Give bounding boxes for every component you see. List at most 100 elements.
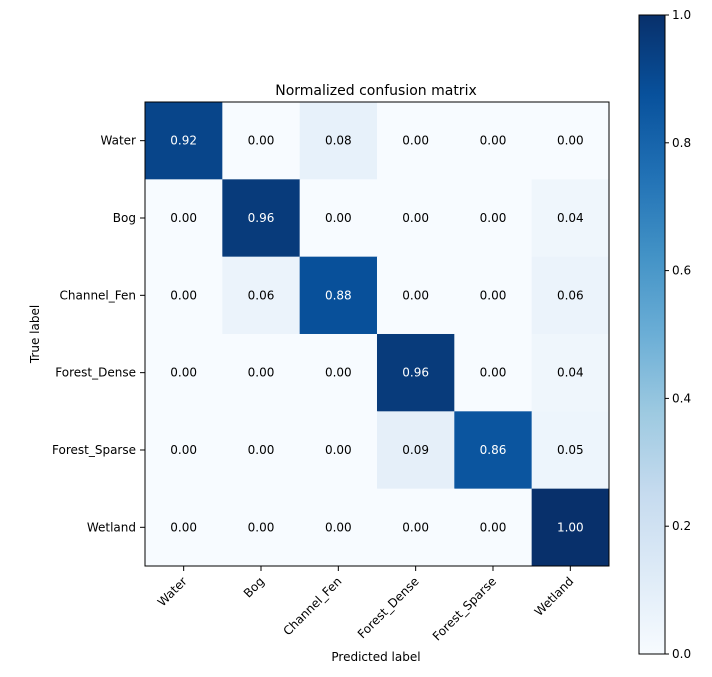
colorbar-ticks: 0.0 0.2 0.4 0.6 0.8 1.0 [665, 8, 691, 661]
cell-value-label: 1.00 [557, 520, 584, 534]
heatmap-cell [222, 102, 301, 180]
cell-value-label: 0.05 [557, 443, 584, 457]
cell-value-label: 0.04 [557, 366, 584, 380]
heatmap-cell [299, 256, 378, 335]
x-tick-label: Water [155, 574, 190, 609]
cell-value-label: 0.00 [480, 288, 507, 302]
heatmap-cell [531, 102, 610, 180]
colorbar: 0.0 0.2 0.4 0.6 0.8 1.0 [638, 8, 691, 661]
heatmap-cell [145, 488, 223, 567]
heatmap-cell [376, 488, 455, 567]
cell-value-label: 0.00 [402, 288, 429, 302]
heatmap-cell [222, 411, 301, 490]
cell-value-label: 0.86 [480, 443, 507, 457]
heatmap-cell [222, 179, 301, 258]
heatmap-cell [145, 411, 223, 490]
heatmap-cell [376, 256, 455, 335]
cell-value-label: 0.00 [170, 366, 197, 380]
cell-value-label: 0.96 [248, 211, 275, 225]
cell-value-label: 0.00 [325, 366, 352, 380]
heatmap-cell [299, 102, 378, 180]
x-tick-label: Bog [241, 574, 267, 600]
cell-value-label: 0.92 [170, 134, 197, 148]
colorbar-tick-label: 0.2 [672, 519, 691, 533]
heatmap-cell [145, 102, 223, 180]
cell-value-label: 0.00 [170, 211, 197, 225]
heatmap-cell [299, 333, 378, 412]
heatmap-cell [531, 333, 610, 412]
y-tick-label: Wetland [87, 520, 136, 534]
cell-value-label: 0.00 [170, 288, 197, 302]
heatmap-cell [454, 488, 533, 567]
cell-value-label: 0.00 [248, 134, 275, 148]
cell-value-label: 0.00 [248, 366, 275, 380]
colorbar-tick-label: 0.8 [672, 136, 691, 150]
cell-value-label: 0.00 [402, 134, 429, 148]
cell-value-label: 0.00 [325, 211, 352, 225]
heatmap-cell [376, 411, 455, 490]
colorbar-tick-label: 0.0 [672, 647, 691, 661]
y-tick-label: Forest_Sparse [52, 443, 136, 457]
y-axis-ticks: Water Bog Channel_Fen Forest_Dense Forest_Sp… [52, 134, 145, 534]
colorbar-tick-label: 0.6 [672, 264, 691, 278]
cell-value-label: 0.96 [402, 366, 429, 380]
heatmap-cell [454, 179, 533, 258]
heatmap-cells [145, 102, 610, 567]
heatmap-cell [299, 179, 378, 258]
cell-value-label: 0.06 [557, 288, 584, 302]
heatmap-cell [222, 488, 301, 567]
y-tick-label: Water [101, 134, 137, 148]
y-tick-label: Forest_Dense [55, 366, 136, 380]
cell-value-label: 0.00 [248, 443, 275, 457]
cell-value-label: 0.00 [170, 520, 197, 534]
heatmap-cell [454, 256, 533, 335]
cell-value-label: 0.00 [402, 520, 429, 534]
cell-value-label: 0.00 [325, 443, 352, 457]
heatmap-cell [145, 179, 223, 258]
heatmap-cell [531, 256, 610, 335]
colorbar-tick-label: 1.0 [672, 8, 691, 22]
heatmap-cell [145, 256, 223, 335]
heatmap-cell [376, 179, 455, 258]
heatmap-cell [299, 488, 378, 567]
heatmap-cell [222, 333, 301, 412]
heatmap-cell [299, 411, 378, 490]
x-axis-label: Predicted label [331, 650, 420, 664]
heatmap-cell [222, 256, 301, 335]
heatmap-cell [454, 411, 533, 490]
x-tick-label: Forest_Dense [355, 574, 422, 641]
x-tick-label: Forest_Sparse [430, 574, 499, 643]
cell-value-label: 0.00 [557, 134, 584, 148]
chart-title: Normalized confusion matrix [275, 83, 477, 99]
x-tick-label: Channel_Fen [280, 574, 344, 638]
cell-value-label: 0.00 [480, 211, 507, 225]
y-tick-label: Channel_Fen [60, 288, 137, 302]
heatmap-cell [376, 333, 455, 412]
colorbar-tick-label: 0.4 [672, 391, 691, 405]
heatmap-cell [145, 333, 223, 412]
heatmap-cell [454, 102, 533, 180]
cell-value-label: 0.08 [325, 134, 352, 148]
cell-value-label: 0.00 [402, 211, 429, 225]
cell-value-label: 0.00 [480, 366, 507, 380]
cell-value-label: 0.04 [557, 211, 584, 225]
cell-value-label: 0.00 [480, 134, 507, 148]
cell-value-label: 0.09 [402, 443, 429, 457]
heatmap-cell [454, 333, 533, 412]
cell-value-label: 0.88 [325, 288, 352, 302]
heatmap-cell [531, 411, 610, 490]
heatmap-cell [531, 179, 610, 258]
cell-value-label: 0.00 [480, 520, 507, 534]
heatmap-cell [531, 488, 610, 567]
cell-value-label: 0.00 [325, 520, 352, 534]
x-tick-label: Wetland [532, 574, 577, 619]
cell-value-label: 0.00 [248, 520, 275, 534]
heatmap-cell [376, 102, 455, 180]
x-axis-ticks: Water Bog Channel_Fen Forest_Dense Forest_Sp… [155, 566, 577, 644]
cell-value-label: 0.00 [170, 443, 197, 457]
cell-value-label: 0.06 [248, 288, 275, 302]
y-tick-label: Bog [113, 211, 136, 225]
cell-value-labels: 0.92 0.00 0.08 0.00 0.00 0.00 0.00 0.96 0.00 0.00… [170, 134, 583, 535]
colorbar-gradient [638, 14, 666, 655]
